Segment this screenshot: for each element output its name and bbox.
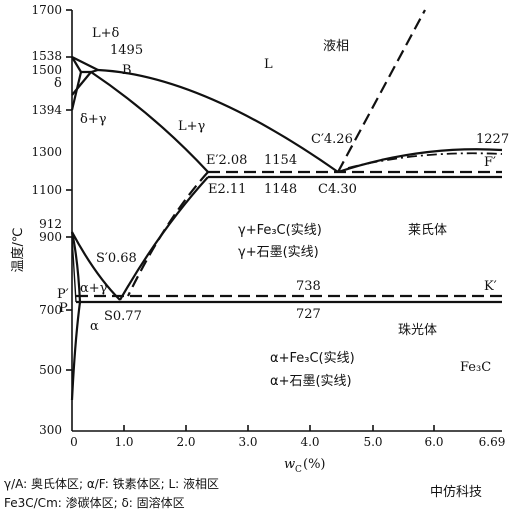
- line-pq: [70, 301, 82, 401]
- label-1227: 1227: [476, 132, 509, 147]
- x-axis-label-sub: C: [295, 465, 302, 475]
- label-p: P: [59, 301, 68, 316]
- y-tick-900: 900: [39, 230, 62, 244]
- line-liquidus-delta: [71, 56, 99, 71]
- label-s: S0.77: [104, 309, 142, 324]
- label-k-prime: K′: [484, 279, 497, 294]
- y-tick-1300: 1300: [31, 145, 62, 159]
- legend-line-2: Fe3C/Cm: 渗碳体区; δ: 固溶体区: [4, 495, 185, 510]
- label-l-delta: L+δ: [92, 26, 120, 41]
- x-tick-1: 1.0: [114, 435, 133, 449]
- line-solidus-delta: [71, 56, 82, 73]
- label-c: C4.30: [318, 182, 357, 197]
- label-l: L: [264, 57, 273, 72]
- x-tick-0: 0: [70, 435, 78, 449]
- line-liquidus-bc: [97, 68, 339, 173]
- label-1154: 1154: [264, 153, 297, 168]
- y-tick-marks: [66, 9, 72, 371]
- label-alpha-fe3c: α+Fe₃C(实线): [270, 351, 355, 366]
- line-delta-gamma-upper: [71, 71, 92, 96]
- label-delta: δ: [54, 76, 62, 91]
- x-tick-marks: [123, 425, 435, 431]
- label-alpha-graphite: α+石墨(实线): [270, 374, 352, 389]
- legend-line-1: γ/A: 奥氏体区; α/F: 铁素体区; L: 液相区: [4, 476, 219, 491]
- x-axis-label: w C (%): [284, 457, 326, 475]
- label-gamma-graphite: γ+石墨(实线): [238, 245, 319, 260]
- y-tick-1700: 1700: [31, 3, 62, 17]
- label-gamma-fe3c: γ+Fe₃C(实线): [238, 223, 322, 238]
- y-axis-label: 温度/℃: [10, 228, 26, 273]
- line-es-dashed: [127, 171, 209, 297]
- watermark: 中仿科技: [430, 485, 482, 500]
- label-e: E2.11: [208, 182, 246, 197]
- y-tick-1394: 1394: [31, 103, 62, 117]
- label-1495: 1495: [110, 43, 143, 58]
- x-axis-label-w: w: [284, 457, 295, 472]
- label-alpha-gamma: α+γ: [80, 281, 108, 296]
- x-tick-4: 4.0: [300, 435, 319, 449]
- x-axis-label-unit: (%): [303, 457, 326, 472]
- x-tick-2: 2.0: [176, 435, 195, 449]
- label-fe3c: Fe₃C: [460, 360, 491, 375]
- label-738: 738: [296, 279, 321, 294]
- y-tick-912: 912: [39, 217, 62, 231]
- y-tick-1538: 1538: [31, 49, 62, 63]
- label-727: 727: [296, 307, 321, 322]
- line-solidus-je: [90, 71, 209, 173]
- label-p-prime: P′: [57, 287, 69, 302]
- label-l-gamma: L+γ: [178, 119, 206, 134]
- y-tick-500: 500: [39, 363, 62, 377]
- line-gp-inner: [71, 236, 77, 303]
- x-tick-5: 5.0: [363, 435, 382, 449]
- label-delta-gamma: δ+γ: [80, 112, 107, 127]
- line-gs: [71, 231, 121, 301]
- label-e-prime: E′2.08: [206, 153, 247, 168]
- label-s-prime: S′0.68: [96, 251, 137, 266]
- line-liquidus-cd: [337, 148, 503, 174]
- y-tick-700: 700: [39, 303, 62, 317]
- label-b: B: [122, 63, 132, 78]
- line-gp: [70, 231, 82, 303]
- line-graphite-liquidus-steep: [337, 9, 426, 173]
- label-f-prime: F′: [484, 155, 496, 170]
- label-alpha: α: [90, 319, 99, 334]
- label-ledeburite: 莱氏体: [408, 223, 447, 238]
- x-tick-6: 6.0: [424, 435, 443, 449]
- label-pearlite: 珠光体: [398, 323, 437, 338]
- y-tick-1100: 1100: [31, 183, 62, 197]
- line-liquidus-graphite: [347, 152, 503, 169]
- label-liquid-phase: 液相: [323, 39, 349, 54]
- y-tick-300: 300: [39, 423, 62, 437]
- x-tick-669: 6.69: [479, 435, 506, 449]
- label-1148: 1148: [264, 182, 297, 197]
- label-c-prime: C′4.26: [311, 132, 353, 147]
- line-peritectic: [81, 68, 99, 74]
- line-es-solid: [119, 176, 209, 301]
- y-tick-1500: 1500: [31, 63, 62, 77]
- x-tick-3: 3.0: [238, 435, 257, 449]
